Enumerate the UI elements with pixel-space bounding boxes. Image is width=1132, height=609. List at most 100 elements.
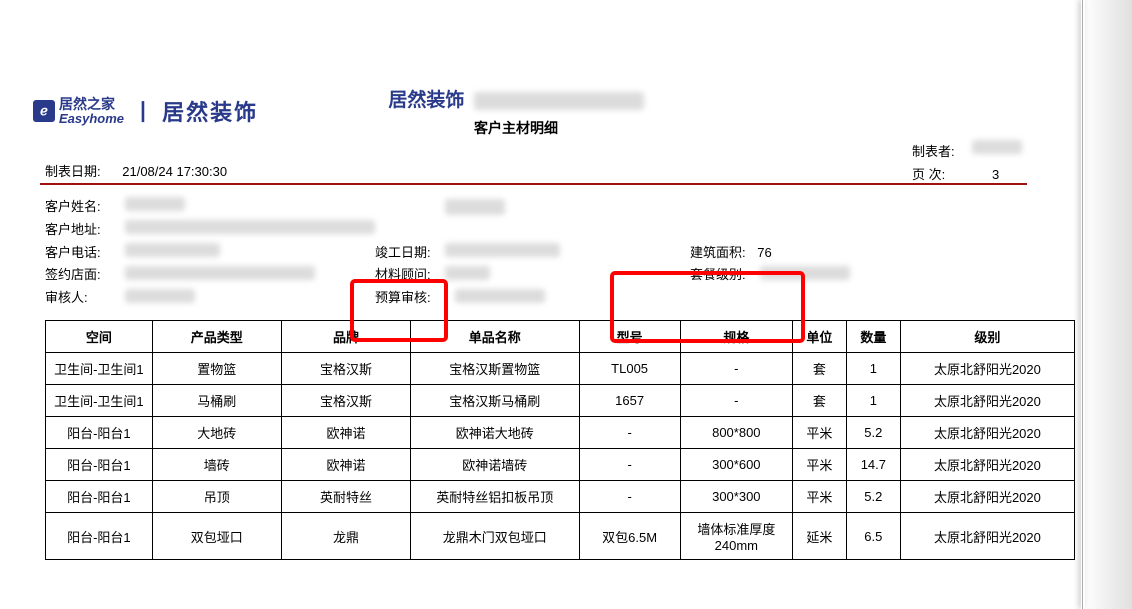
redaction bbox=[445, 266, 490, 280]
phone-label: 客户电话: bbox=[45, 242, 120, 265]
table-cell: 英耐特丝铝扣板吊顶 bbox=[411, 481, 580, 513]
table-body: 卫生间-卫生间1置物篮宝格汉斯宝格汉斯置物篮TL005-套1太原北舒阳光2020… bbox=[46, 353, 1075, 560]
table-cell: 6.5 bbox=[846, 513, 900, 560]
col-header: 品牌 bbox=[281, 321, 410, 353]
table-cell: 平米 bbox=[792, 417, 846, 449]
redaction bbox=[474, 92, 644, 110]
redaction bbox=[125, 289, 195, 303]
table-cell: 欧神诺墙砖 bbox=[411, 449, 580, 481]
area-value: 76 bbox=[757, 242, 797, 265]
table-cell: 龙鼎木门双包垭口 bbox=[411, 513, 580, 560]
table-cell: 5.2 bbox=[846, 417, 900, 449]
table-cell: 太原北舒阳光2020 bbox=[900, 449, 1074, 481]
table-cell: 300*300 bbox=[680, 481, 792, 513]
report-date-label: 制表日期: bbox=[45, 164, 101, 179]
prepared-by-label: 制表者: bbox=[912, 140, 972, 163]
table-cell: 1657 bbox=[579, 385, 680, 417]
advisor-label: 材料顾问: bbox=[375, 267, 431, 282]
table-cell: - bbox=[579, 449, 680, 481]
table-cell: 卫生间-卫生间1 bbox=[46, 353, 153, 385]
table-cell: 套 bbox=[792, 385, 846, 417]
col-header: 级别 bbox=[900, 321, 1074, 353]
table-cell: 墙体标准厚度240mm bbox=[680, 513, 792, 560]
table-cell: 英耐特丝 bbox=[281, 481, 410, 513]
table-cell: 1 bbox=[846, 385, 900, 417]
table-cell: 太原北舒阳光2020 bbox=[900, 417, 1074, 449]
right-gutter-shadow bbox=[1082, 0, 1132, 609]
table-cell: TL005 bbox=[579, 353, 680, 385]
table-cell: 14.7 bbox=[846, 449, 900, 481]
table-cell: 800*800 bbox=[680, 417, 792, 449]
document-area: ℯ 居然之家 Easyhome 丨 居然装饰 居然装饰 客户主材明细 制表者: bbox=[0, 0, 1082, 609]
table-cell: 延米 bbox=[792, 513, 846, 560]
table-cell: 马桶刷 bbox=[152, 385, 281, 417]
table-cell: 平米 bbox=[792, 449, 846, 481]
table-cell: 套 bbox=[792, 353, 846, 385]
table-cell: - bbox=[680, 385, 792, 417]
header-row: 空间产品类型品牌单品名称型号规格单位数量级别 bbox=[46, 321, 1075, 353]
col-header: 数量 bbox=[846, 321, 900, 353]
horizontal-rule bbox=[40, 183, 1027, 185]
store-label: 签约店面: bbox=[45, 264, 120, 287]
table-row: 阳台-阳台1大地砖欧神诺欧神诺大地砖-800*800平米5.2太原北舒阳光202… bbox=[46, 417, 1075, 449]
table-cell: 龙鼎 bbox=[281, 513, 410, 560]
table-cell: 欧神诺 bbox=[281, 449, 410, 481]
redaction bbox=[760, 266, 850, 280]
table-cell: 宝格汉斯 bbox=[281, 353, 410, 385]
redaction bbox=[125, 266, 315, 280]
table-cell: 阳台-阳台1 bbox=[46, 449, 153, 481]
table-cell: 太原北舒阳光2020 bbox=[900, 353, 1074, 385]
table-cell: - bbox=[680, 353, 792, 385]
due-label: 竣工日期: bbox=[375, 245, 431, 260]
addr-label: 客户地址: bbox=[45, 219, 120, 242]
table-cell: 平米 bbox=[792, 481, 846, 513]
table-cell: 太原北舒阳光2020 bbox=[900, 385, 1074, 417]
table-row: 阳台-阳台1吊顶英耐特丝英耐特丝铝扣板吊顶-300*300平米5.2太原北舒阳光… bbox=[46, 481, 1075, 513]
col-header: 型号 bbox=[579, 321, 680, 353]
budget-label: 预算审核: bbox=[375, 290, 431, 305]
table-cell: 太原北舒阳光2020 bbox=[900, 513, 1074, 560]
area-label: 建筑面积: bbox=[690, 245, 746, 260]
table-cell: 大地砖 bbox=[152, 417, 281, 449]
redaction bbox=[125, 197, 185, 211]
table-cell: - bbox=[579, 417, 680, 449]
table-cell: 宝格汉斯马桶刷 bbox=[411, 385, 580, 417]
table-cell: 1 bbox=[846, 353, 900, 385]
col-header: 空间 bbox=[46, 321, 153, 353]
table-cell: 吊顶 bbox=[152, 481, 281, 513]
table-row: 卫生间-卫生间1马桶刷宝格汉斯宝格汉斯马桶刷1657-套1太原北舒阳光2020 bbox=[46, 385, 1075, 417]
table-cell: 墙砖 bbox=[152, 449, 281, 481]
doc-title-2: 客户主材明细 bbox=[0, 118, 1032, 138]
table-row: 卫生间-卫生间1置物篮宝格汉斯宝格汉斯置物篮TL005-套1太原北舒阳光2020 bbox=[46, 353, 1075, 385]
table-cell: 双包6.5M bbox=[579, 513, 680, 560]
table-cell: 300*600 bbox=[680, 449, 792, 481]
table-cell: 欧神诺大地砖 bbox=[411, 417, 580, 449]
table-head: 空间产品类型品牌单品名称型号规格单位数量级别 bbox=[46, 321, 1075, 353]
col-header: 规格 bbox=[680, 321, 792, 353]
table-cell: 宝格汉斯置物篮 bbox=[411, 353, 580, 385]
table-cell: 双包垭口 bbox=[152, 513, 281, 560]
col-header: 单品名称 bbox=[411, 321, 580, 353]
table-cell: 5.2 bbox=[846, 481, 900, 513]
reviewer-label: 审核人: bbox=[45, 287, 120, 310]
redaction bbox=[972, 140, 1022, 154]
title-block: 居然装饰 客户主材明细 bbox=[0, 85, 1032, 138]
meta-right: 制表者: 页 次: 3 bbox=[912, 140, 1022, 187]
table-cell: 阳台-阳台1 bbox=[46, 481, 153, 513]
table-cell: 欧神诺 bbox=[281, 417, 410, 449]
report-date: 制表日期: 21/08/24 17:30:30 bbox=[45, 161, 227, 180]
doc-title-1: 居然装饰 bbox=[0, 85, 1032, 112]
table-cell: 宝格汉斯 bbox=[281, 385, 410, 417]
table-cell: 阳台-阳台1 bbox=[46, 417, 153, 449]
redaction bbox=[445, 243, 560, 257]
table-cell: 太原北舒阳光2020 bbox=[900, 481, 1074, 513]
table-row: 阳台-阳台1墙砖欧神诺欧神诺墙砖-300*600平米14.7太原北舒阳光2020 bbox=[46, 449, 1075, 481]
name-label: 客户姓名: bbox=[45, 196, 120, 219]
table-cell: 置物篮 bbox=[152, 353, 281, 385]
col-header: 产品类型 bbox=[152, 321, 281, 353]
table-cell: - bbox=[579, 481, 680, 513]
page: ℯ 居然之家 Easyhome 丨 居然装饰 居然装饰 客户主材明细 制表者: bbox=[0, 0, 1132, 609]
redaction bbox=[125, 243, 220, 257]
col-header: 单位 bbox=[792, 321, 846, 353]
report-date-value: 21/08/24 17:30:30 bbox=[122, 164, 227, 179]
